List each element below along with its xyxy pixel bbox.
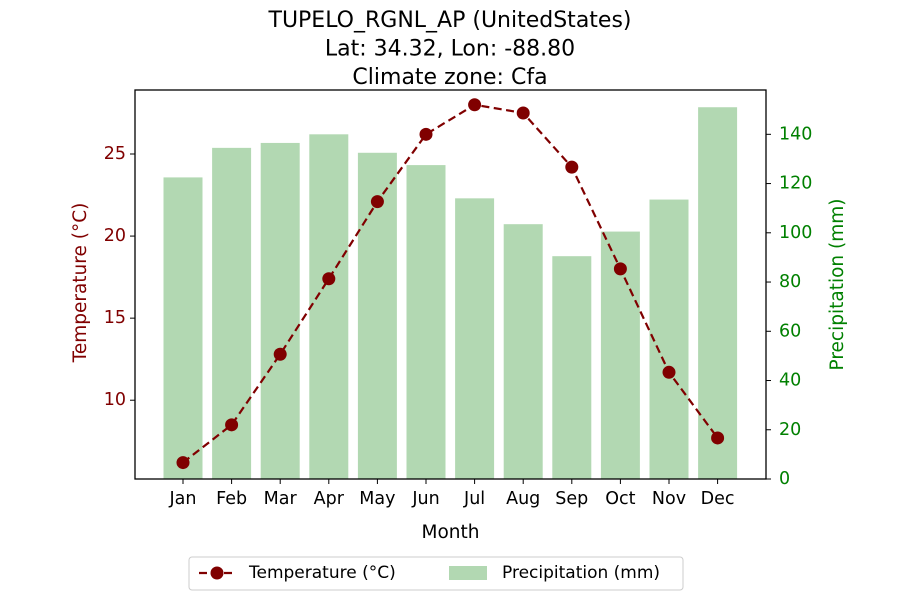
x-tick-label-jan: Jan — [169, 489, 197, 509]
precip-bar-jan — [163, 177, 203, 479]
x-axis-label: Month — [422, 522, 480, 543]
y-left-axis-label: Temperature (°C) — [70, 203, 91, 364]
x-tick-label-nov: Nov — [652, 489, 686, 509]
title-line-2: Lat: 34.32, Lon: -88.80 — [325, 37, 575, 62]
x-tick-label-jul: Jul — [463, 489, 485, 509]
x-tick-label-aug: Aug — [506, 489, 540, 509]
x-tick-label-feb: Feb — [216, 489, 247, 509]
temp-point-feb — [225, 418, 239, 432]
x-tick-label-apr: Apr — [314, 489, 345, 509]
temp-point-jan — [176, 456, 190, 470]
precip-bar-sep — [552, 256, 592, 479]
title-line-3: Climate zone: Cfa — [352, 65, 547, 90]
title-line-1: TUPELO_RGNL_AP (UnitedStates) — [268, 8, 632, 33]
temperature-line — [176, 98, 725, 470]
temp-point-mar — [273, 347, 287, 361]
y-right-tick-label-60: 60 — [779, 321, 801, 341]
y-right-tick-label-80: 80 — [779, 272, 801, 292]
temp-point-dec — [711, 431, 725, 445]
y-right-tick-label-120: 120 — [779, 174, 812, 194]
y-left-tick-label-25: 25 — [104, 144, 126, 164]
temp-point-nov — [662, 365, 676, 379]
precip-bar-mar — [260, 142, 300, 480]
temperature-series-line — [182, 103, 719, 464]
x-tick-label-oct: Oct — [605, 489, 635, 509]
y-right-tick-label-0: 0 — [779, 469, 790, 489]
plot-border — [134, 89, 767, 480]
precipitation-bars — [163, 107, 738, 480]
x-tick-label-sep: Sep — [555, 489, 588, 509]
temp-point-may — [370, 195, 384, 209]
y-axis-right: 0 20 40 60 80 100 120 140 Precipitation (mm) — [766, 124, 848, 489]
chart-title: TUPELO_RGNL_AP (UnitedStates) Lat: 34.32,… — [268, 8, 632, 90]
legend: Temperature (°C) Precipitation (mm) — [188, 556, 684, 591]
temp-point-apr — [322, 272, 336, 286]
x-tick-label-mar: Mar — [264, 489, 298, 509]
precip-bar-jul — [455, 198, 495, 480]
plot-frame — [134, 89, 767, 480]
temp-point-jun — [419, 127, 433, 141]
legend-precip-swatch — [449, 566, 487, 580]
x-tick-label-may: May — [359, 489, 395, 509]
y-right-axis-label: Precipitation (mm) — [827, 199, 848, 371]
legend-temp-label: Temperature (°C) — [248, 563, 396, 583]
temp-point-oct — [613, 262, 627, 276]
precip-bar-dec — [698, 107, 738, 479]
legend-box — [188, 556, 684, 591]
y-right-tick-label-100: 100 — [779, 223, 812, 243]
precip-bar-apr — [309, 134, 349, 479]
legend-temp-marker — [210, 566, 224, 580]
temp-point-aug — [516, 106, 530, 120]
x-tick-label-jun: Jun — [411, 489, 439, 509]
y-left-tick-label-10: 10 — [104, 390, 126, 410]
temp-point-sep — [565, 160, 579, 174]
y-axis-left: 10 15 20 25 Temperature (°C) — [70, 144, 135, 410]
y-right-tick-label-40: 40 — [779, 371, 801, 391]
y-left-tick-label-15: 15 — [104, 308, 126, 328]
legend-precip-label: Precipitation (mm) — [502, 563, 660, 583]
y-left-tick-label-20: 20 — [104, 226, 126, 246]
precip-bar-aug — [503, 224, 543, 479]
y-right-tick-label-20: 20 — [779, 420, 801, 440]
y-right-tick-label-140: 140 — [779, 124, 812, 144]
x-tick-label-dec: Dec — [701, 489, 735, 509]
precip-bar-nov — [649, 199, 689, 479]
precip-bar-jun — [406, 165, 446, 479]
x-axis: Jan Feb Mar Apr May Jun Jul Aug Sep Oct Nov Dec Mont… — [169, 479, 735, 543]
temp-point-jul — [468, 98, 482, 112]
